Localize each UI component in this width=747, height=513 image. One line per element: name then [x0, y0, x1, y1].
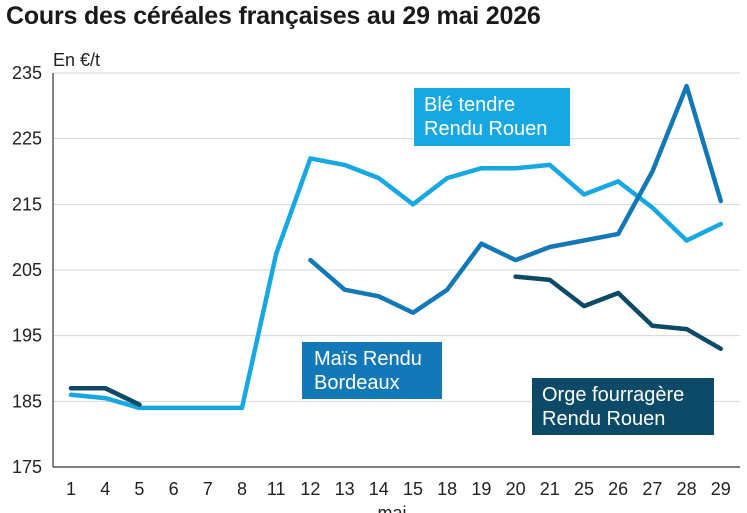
y-axis-unit-label: En €/t — [53, 50, 100, 70]
series-label-text: Rendu Rouen — [424, 118, 547, 140]
series-line-3 — [513, 274, 724, 352]
x-tick-label: 20 — [506, 479, 526, 499]
y-tick-label: 195 — [12, 326, 42, 346]
x-tick-label: 29 — [711, 479, 731, 499]
y-tick-label: 185 — [12, 391, 42, 411]
x-tick-label: 7 — [203, 479, 213, 499]
series-line-1 — [68, 156, 724, 411]
series-label-text: Blé tendre — [424, 94, 515, 116]
series-line-3 — [68, 385, 142, 407]
y-tick-label: 215 — [12, 194, 42, 214]
x-tick-label: 25 — [574, 479, 594, 499]
x-tick-label: 18 — [437, 479, 457, 499]
x-tick-label: 1 — [66, 479, 76, 499]
series-label-text: Rendu Rouen — [542, 408, 665, 430]
x-tick-label: 12 — [300, 479, 320, 499]
y-tick-label: 235 — [12, 63, 42, 83]
y-tick-label: 175 — [12, 457, 42, 477]
series-label-box — [532, 378, 714, 435]
x-tick-labels: 1 4 5 6 7 8 11 12 13 14 15 18 19 20 21 25 26 27 28 29 — [66, 479, 731, 499]
y-tick-label: 205 — [12, 260, 42, 280]
chart-title: Cours des céréales françaises au 29 mai … — [6, 2, 541, 30]
series-label-box — [414, 88, 570, 146]
x-tick-label: 19 — [471, 479, 491, 499]
x-tick-label: 15 — [403, 479, 423, 499]
x-tick-label: 8 — [237, 479, 247, 499]
x-tick-label: 27 — [642, 479, 662, 499]
x-axis-label: mai — [377, 503, 406, 513]
series-label-text: Bordeaux — [314, 372, 400, 394]
series-label-text: Orge fourragère — [542, 384, 684, 406]
series-line-2 — [308, 83, 724, 315]
gridlines — [53, 72, 740, 402]
x-tick-label: 21 — [540, 479, 560, 499]
x-tick-label: 6 — [169, 479, 179, 499]
x-tick-label: 26 — [608, 479, 628, 499]
series-label-box — [302, 342, 442, 399]
axes: En €/t mai — [52, 50, 740, 513]
y-tick-label: 225 — [12, 129, 42, 149]
y-tick-labels: 175 185 195 205 215 225 235 — [12, 63, 42, 477]
series-label-text: Maïs Rendu — [314, 348, 422, 370]
x-tick-label: 5 — [134, 479, 144, 499]
x-tick-label: 28 — [677, 479, 697, 499]
x-tick-label: 13 — [335, 479, 355, 499]
series-lines — [68, 83, 724, 411]
x-tick-label: 14 — [369, 479, 389, 499]
x-tick-label: 4 — [100, 479, 110, 499]
x-tick-label: 11 — [267, 479, 286, 499]
